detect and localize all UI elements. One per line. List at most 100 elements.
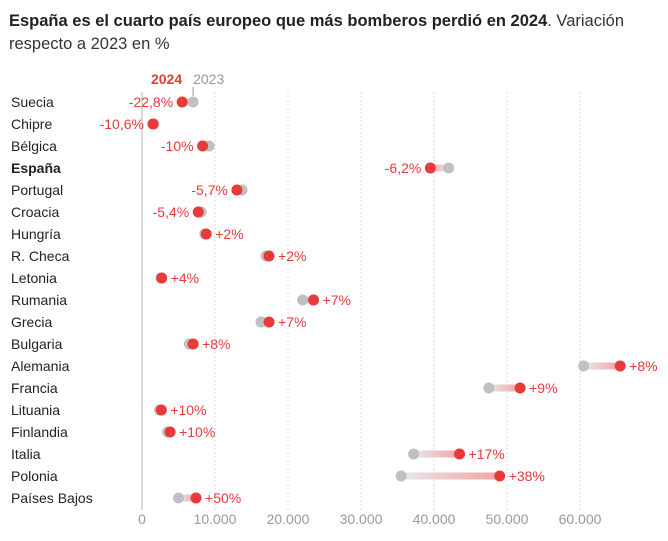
country-row: Chipre -10,6%: [11, 116, 160, 132]
dot-2023: [187, 96, 199, 108]
country-label: R. Checa: [11, 248, 70, 264]
dot-2024: [263, 250, 275, 262]
country-label: Bélgica: [11, 138, 57, 154]
chart-title: España es el cuarto país europeo que más…: [9, 10, 659, 56]
change-label: -10,6%: [100, 116, 144, 132]
country-label: Lituania: [11, 402, 60, 418]
country-label: Portugal: [11, 182, 63, 198]
dot-2024: [424, 162, 436, 174]
country-label: Alemania: [11, 358, 70, 374]
x-tick-label: 10.000: [194, 511, 237, 527]
rows-layer: Suecia -22,8% Chipre -10,6% Bélgica -10% Españ…: [11, 94, 658, 506]
dot-2024: [155, 404, 167, 416]
country-row: Polonia +38%: [11, 468, 545, 484]
country-row: Portugal -5,7%: [11, 182, 248, 198]
dot-2024: [308, 294, 320, 306]
country-row: Rumania +7%: [11, 292, 351, 308]
change-label: +38%: [509, 468, 545, 484]
change-label: +2%: [278, 248, 306, 264]
x-tick-label: 50.000: [486, 511, 529, 527]
legend: 2024 2023: [151, 71, 224, 96]
x-tick-label: 60.000: [559, 511, 602, 527]
change-label: -5,7%: [191, 182, 228, 198]
dot-2024: [197, 140, 209, 152]
country-label: Croacia: [11, 204, 59, 220]
country-label: Francia: [11, 380, 58, 396]
country-label: España: [11, 160, 61, 176]
dot-2023: [173, 492, 184, 504]
dot-2023: [408, 448, 420, 460]
change-label: +17%: [469, 446, 505, 462]
dot-2023: [483, 382, 495, 394]
country-label: Bulgaria: [11, 336, 63, 352]
dot-2024: [494, 470, 506, 482]
dot-2023: [395, 470, 407, 482]
dot-2024: [200, 228, 212, 240]
country-row: Alemania +8%: [11, 358, 658, 374]
dot-2024: [454, 448, 466, 460]
country-label: Chipre: [11, 116, 52, 132]
country-row: Países Bajos +50%: [11, 490, 241, 506]
change-label: -6,2%: [385, 160, 422, 176]
dot-2024: [164, 426, 176, 438]
country-row: Italia +17%: [11, 446, 505, 462]
country-row: Finlandia +10%: [11, 424, 215, 440]
chart-title-bold: España es el cuarto país europeo que más…: [9, 12, 548, 30]
change-label: -10%: [161, 138, 194, 154]
country-row: R. Checa +2%: [11, 248, 306, 264]
country-row: España -6,2%: [11, 160, 455, 176]
country-label: Hungría: [11, 226, 61, 242]
change-label: -22,8%: [129, 94, 173, 110]
chart-title-rest: . Variación respecto a 2023 en %: [9, 12, 624, 53]
country-label: Letonia: [11, 270, 57, 286]
country-label: Finlandia: [11, 424, 68, 440]
change-label: +4%: [171, 270, 199, 286]
x-tick-label: 0: [138, 511, 146, 527]
change-label: -5,4%: [153, 204, 190, 220]
dot-2024: [156, 272, 168, 284]
country-row: Letonia +4%: [11, 270, 199, 286]
change-label: +9%: [529, 380, 557, 396]
dot-2024: [192, 206, 204, 218]
x-tick-label: 20.000: [267, 511, 310, 527]
dot-2024: [614, 360, 626, 372]
country-row: Bulgaria +8%: [11, 336, 231, 352]
country-row: Bélgica -10%: [11, 138, 215, 154]
country-label: Suecia: [11, 94, 54, 110]
country-row: Grecia +7%: [11, 314, 306, 330]
dot-2024: [263, 316, 275, 328]
legend-2024: 2024: [151, 71, 182, 87]
dot-2023: [255, 316, 267, 328]
dot-2023: [443, 162, 455, 174]
change-label: +7%: [323, 292, 351, 308]
country-row: Suecia -22,8%: [11, 94, 199, 110]
country-row: Hungría +2%: [11, 226, 244, 242]
change-label: +10%: [179, 424, 215, 440]
country-label: Rumania: [11, 292, 67, 308]
dot-2024: [187, 338, 199, 350]
dot-2024: [231, 184, 243, 196]
country-label: Italia: [11, 446, 41, 462]
x-tick-label: 40.000: [413, 511, 456, 527]
dot-2023: [578, 360, 590, 372]
x-tick-label: 30.000: [340, 511, 383, 527]
country-label: Grecia: [11, 314, 52, 330]
change-label: +8%: [202, 336, 230, 352]
dot-2023: [297, 294, 309, 306]
country-row: Croacia -5,4%: [11, 204, 207, 220]
change-label: +10%: [170, 402, 206, 418]
grid-layer: [141, 92, 581, 510]
x-axis: 0 10.000 20.000 30.000 40.000 50.000 60.000: [138, 511, 602, 527]
change-label: +2%: [215, 226, 243, 242]
country-row: Lituania +10%: [11, 402, 207, 418]
country-label: Polonia: [11, 468, 58, 484]
dot-2024: [147, 118, 159, 130]
change-label: +8%: [629, 358, 657, 374]
change-label: +7%: [278, 314, 306, 330]
legend-2023: 2023: [193, 71, 224, 87]
change-label: +50%: [205, 490, 241, 506]
country-row: Francia +9%: [11, 380, 558, 396]
country-label: Países Bajos: [11, 490, 93, 506]
dot-2024: [514, 382, 526, 394]
